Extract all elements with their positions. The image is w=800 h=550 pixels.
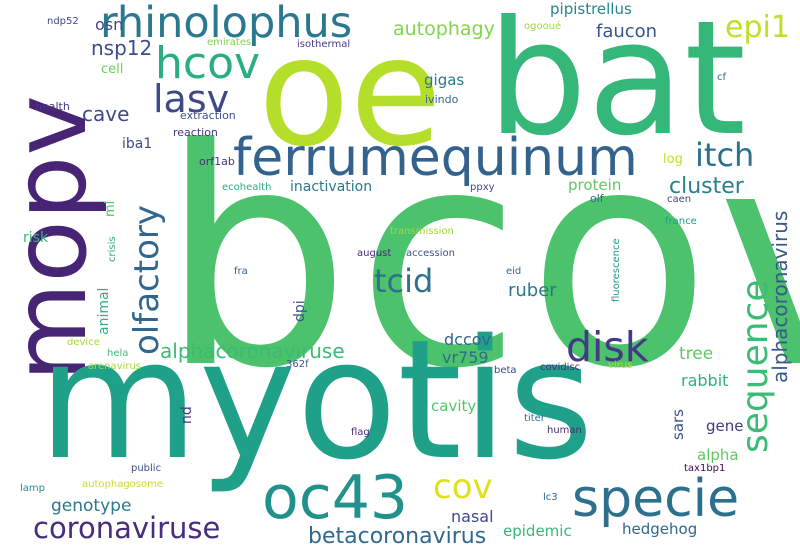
word-lc3: lc3 xyxy=(543,492,558,503)
word-pipistrellus: pipistrellus xyxy=(550,0,632,18)
word-flag: flag xyxy=(351,427,370,438)
word-lasv: lasv xyxy=(153,77,230,121)
word-reaction: reaction xyxy=(173,126,218,139)
word-bat: bat xyxy=(487,0,747,171)
word-beta: beta xyxy=(494,365,517,376)
word-caen: caen xyxy=(667,194,692,205)
word-extraction: extraction xyxy=(180,109,236,122)
word-dpi: dpi xyxy=(292,300,308,322)
word-oc43: oc43 xyxy=(262,463,409,533)
word-vr759: vr759 xyxy=(442,348,489,367)
word-nd: nd xyxy=(179,406,195,424)
word-health: health xyxy=(35,100,70,113)
word-inactivation: inactivation xyxy=(290,179,373,195)
word-hcov: hcov xyxy=(155,38,261,89)
word-coronaviruse: coronaviruse xyxy=(33,511,221,545)
word-ivindo: ivindo xyxy=(425,93,459,106)
word-cavity: cavity xyxy=(431,397,477,415)
word-emirates: emirates xyxy=(207,37,252,48)
word-hedgehog: hedgehog xyxy=(622,520,698,538)
word-alphacoronaviruse: alphacoronaviruse xyxy=(160,339,345,363)
word-protein: protein xyxy=(568,176,622,194)
word-log: log xyxy=(663,152,683,167)
word-osn: osn xyxy=(95,15,124,34)
word-cell: cell xyxy=(101,62,124,77)
word-crisis: crisis xyxy=(107,236,118,262)
word-cluster: cluster xyxy=(669,174,744,199)
word-disk: disk xyxy=(566,323,649,371)
word-itch: itch xyxy=(695,136,755,174)
word-specie: specie xyxy=(572,469,740,529)
word-virus: virus xyxy=(608,360,633,371)
word-nsp12: nsp12 xyxy=(91,36,153,60)
word-362f: 362f xyxy=(286,359,309,370)
word-orf1ab: orf1ab xyxy=(199,155,235,168)
word-alphacoronavirus: alphacoronavirus xyxy=(768,210,792,383)
word-oe: oe xyxy=(258,6,443,180)
word-iba1: iba1 xyxy=(122,136,153,152)
word-france: france xyxy=(665,216,697,227)
word-hela: hela xyxy=(107,348,129,359)
word-tcid: tcid xyxy=(374,262,434,300)
word-public: public xyxy=(131,463,162,474)
word-epi1: epi1 xyxy=(725,10,790,45)
word-betacoronavirus: betacoronavirus xyxy=(308,524,487,549)
word-gene: gene xyxy=(706,417,744,435)
word-ferrumequinum: ferrumequinum xyxy=(233,128,638,188)
word-alpha: alpha xyxy=(697,446,739,464)
word-transmission: transmission xyxy=(390,226,454,237)
word-genotype: genotype xyxy=(51,496,132,516)
word-epidemic: epidemic xyxy=(503,522,572,540)
word-animal: animal xyxy=(96,287,112,335)
word-arenavirus: arenavirus xyxy=(88,361,141,372)
word-fra: fra xyxy=(234,266,248,277)
word-bcov: bcov xyxy=(160,85,800,434)
word-ecohealth: ecohealth xyxy=(222,182,272,193)
word-tax1bp1: tax1bp1 xyxy=(684,463,726,474)
word-risk: risk xyxy=(23,230,49,246)
word-lamp: lamp xyxy=(20,483,45,494)
word-ruber: ruber xyxy=(508,280,557,301)
word-cov: cov xyxy=(433,467,493,507)
word-tree: tree xyxy=(679,344,714,364)
word-ogooue: ogooué xyxy=(524,21,562,32)
word-myotis: myotis xyxy=(38,304,594,496)
word-autophagy: autophagy xyxy=(393,18,495,40)
word-ndp52: ndp52 xyxy=(47,16,79,27)
word-rhinolophus: rhinolophus xyxy=(100,0,353,48)
word-covidisc: covidisc xyxy=(540,362,581,373)
word-human: human xyxy=(547,425,582,436)
word-dccov: dccov xyxy=(444,330,492,349)
word-device: device xyxy=(67,337,100,348)
word-faucon: faucon xyxy=(596,21,658,42)
word-ml: ml xyxy=(103,200,118,217)
word-nasal: nasal xyxy=(451,507,494,526)
word-isothermal: isothermal xyxy=(297,39,351,50)
word-gigas: gigas xyxy=(424,71,465,89)
word-august: august xyxy=(357,248,392,259)
word-ppxy: ppxy xyxy=(470,182,495,193)
word-olf: olf xyxy=(590,192,604,205)
word-fluorescence: fluorescence xyxy=(611,238,622,302)
word-olfactory: olfactory xyxy=(127,205,167,355)
word-titer: titer xyxy=(524,413,545,424)
word-cave: cave xyxy=(82,102,130,126)
word-autophagosome: autophagosome xyxy=(82,479,164,490)
word-cf: cf xyxy=(717,72,727,83)
word-sars: sars xyxy=(669,409,687,440)
word-eid: eid xyxy=(506,266,522,277)
word-rabbit: rabbit xyxy=(681,371,729,390)
word-accession: accession xyxy=(406,248,455,259)
